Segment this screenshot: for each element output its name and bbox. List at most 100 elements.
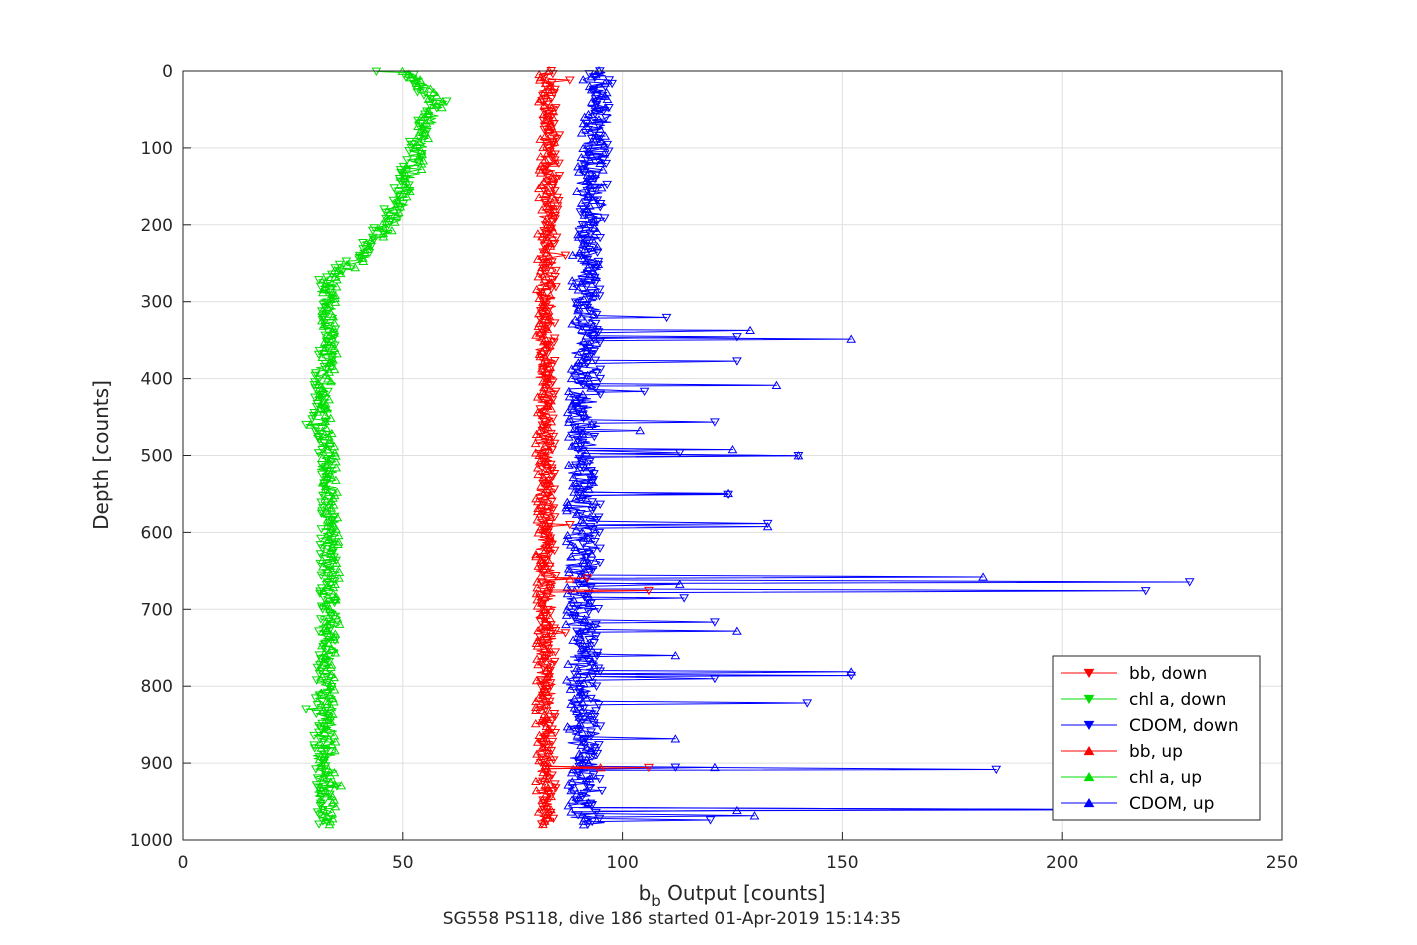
data-point <box>535 315 546 325</box>
data-point <box>533 321 544 330</box>
series-line <box>539 70 650 825</box>
data-point <box>540 199 551 208</box>
data-point <box>321 601 331 610</box>
data-point <box>576 312 586 321</box>
data-point <box>567 777 578 786</box>
data-point <box>437 103 447 112</box>
data-point <box>546 396 556 405</box>
data-point <box>548 814 559 823</box>
data-point <box>315 802 326 811</box>
data-point <box>572 669 583 678</box>
data-point <box>573 285 584 294</box>
data-point <box>549 195 559 204</box>
data-point <box>560 251 571 260</box>
data-point <box>535 266 546 275</box>
data-point <box>325 624 336 633</box>
data-point <box>548 158 559 167</box>
data-point <box>583 608 594 617</box>
data-point <box>573 303 584 312</box>
data-point <box>411 78 422 87</box>
data-point <box>581 257 592 266</box>
data-point <box>991 765 1002 775</box>
data-point <box>328 324 339 333</box>
data-point <box>571 545 581 554</box>
data-point <box>533 97 544 106</box>
data-point <box>329 745 340 755</box>
data-point <box>323 455 333 464</box>
data-point <box>332 512 343 522</box>
data-point <box>543 745 554 754</box>
data-point <box>587 498 597 507</box>
data-point <box>424 100 435 110</box>
data-point <box>579 410 590 419</box>
data-point <box>544 238 555 248</box>
data-point <box>543 590 554 599</box>
legend-label: CDOM, up <box>1129 794 1214 814</box>
data-point <box>568 472 579 482</box>
data-point <box>539 389 550 399</box>
data-point <box>568 281 578 290</box>
data-point <box>563 801 574 810</box>
legend-item: chl a, down <box>1061 690 1226 710</box>
data-point <box>572 466 583 475</box>
data-point <box>579 210 590 219</box>
data-point <box>586 72 597 81</box>
data-point <box>578 143 589 153</box>
data-point <box>532 641 543 650</box>
data-point <box>595 667 606 676</box>
data-point <box>546 752 556 761</box>
data-point <box>333 537 344 546</box>
data-point <box>581 448 592 457</box>
data-point <box>324 604 335 613</box>
data-point <box>330 264 341 273</box>
data-point <box>546 728 556 737</box>
data-point <box>314 276 324 285</box>
data-point <box>320 416 331 426</box>
data-point <box>350 263 361 272</box>
data-point <box>330 293 341 302</box>
data-point <box>314 389 325 399</box>
data-point <box>367 226 378 236</box>
data-point <box>545 512 556 521</box>
data-point <box>535 509 546 518</box>
data-point <box>978 572 988 581</box>
data-point <box>585 584 596 593</box>
data-point <box>561 610 572 619</box>
data-point <box>591 620 601 630</box>
data-point <box>585 269 595 279</box>
data-point <box>318 773 329 782</box>
data-point <box>538 564 549 573</box>
data-point <box>336 781 347 790</box>
data-point <box>793 451 804 460</box>
data-point <box>544 140 555 149</box>
data-point <box>318 562 328 571</box>
data-point <box>541 678 552 687</box>
x-tick-label: 200 <box>1046 853 1078 873</box>
data-point <box>584 641 595 651</box>
data-point <box>590 69 601 79</box>
data-point <box>573 229 583 239</box>
data-point <box>574 749 585 758</box>
data-point <box>548 390 559 399</box>
data-point <box>324 340 335 349</box>
data-point <box>587 752 597 762</box>
data-point <box>580 647 591 657</box>
data-point <box>584 568 595 577</box>
data-point <box>588 321 598 330</box>
data-point <box>325 712 335 721</box>
data-point <box>321 811 332 820</box>
data-point <box>590 279 601 288</box>
data-point <box>401 192 412 201</box>
data-point <box>585 156 595 165</box>
data-point <box>326 506 337 515</box>
data-point <box>575 752 586 762</box>
data-point <box>540 116 551 125</box>
data-point <box>401 162 412 171</box>
data-point <box>534 192 545 202</box>
data-point <box>536 571 547 580</box>
data-point <box>589 328 599 337</box>
data-point <box>412 81 423 91</box>
data-point <box>579 736 590 746</box>
data-point <box>546 464 557 473</box>
data-point <box>572 627 582 636</box>
